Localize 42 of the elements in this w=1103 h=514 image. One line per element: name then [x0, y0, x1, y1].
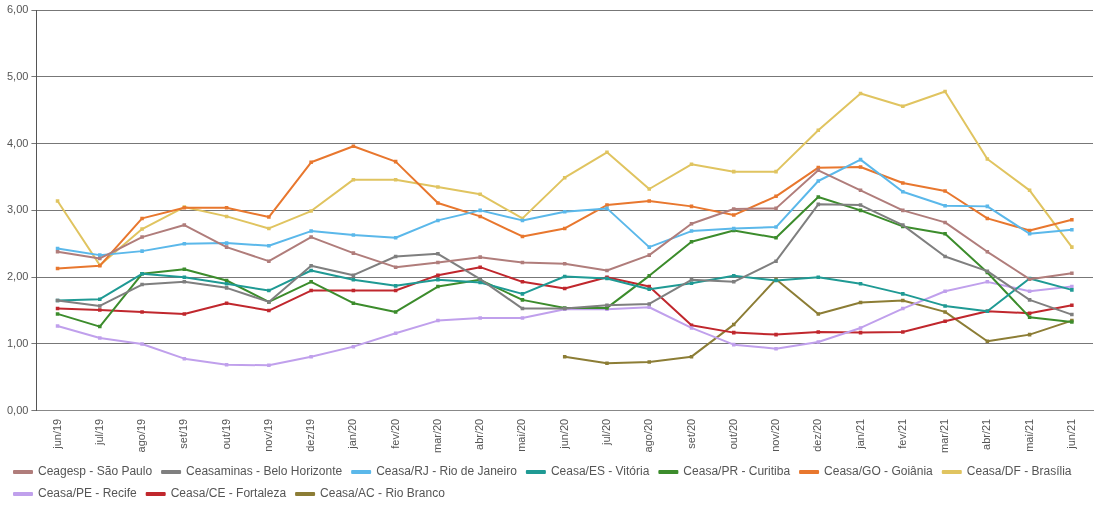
x-tick-label: ago/20 [642, 418, 655, 453]
x-tick-label: abr/21 [980, 418, 993, 450]
x-tick-label: jun/19 [50, 418, 63, 450]
y-tick-label: 0,00 [6, 403, 29, 416]
legend-label: Ceasa/PE - Recife [38, 486, 138, 501]
legend-label: Ceasa/ES - Vitória [550, 464, 650, 479]
x-tick-label: mar/20 [430, 418, 443, 454]
x-tick-label: jan/21 [853, 418, 866, 450]
x-tick-label: abr/20 [473, 418, 486, 450]
x-tick-label: mai/20 [515, 418, 528, 452]
x-tick-label: jul/20 [600, 418, 612, 447]
x-tick-label: fev/21 [895, 418, 908, 449]
y-tick-label: 3,00 [6, 203, 29, 216]
x-tick-label: jan/20 [346, 418, 359, 450]
x-tick-label: jun/21 [1064, 418, 1077, 450]
y-tick-label: 5,00 [6, 69, 29, 82]
x-tick-label: mai/21 [1022, 418, 1035, 452]
y-tick-label: 4,00 [6, 136, 29, 149]
x-tick-label: set/20 [684, 418, 697, 449]
x-tick-label: fev/20 [388, 418, 401, 449]
legend-label: Ceasaminas - Belo Horizonte [186, 464, 343, 479]
y-tick-label: 2,00 [6, 270, 29, 283]
x-tick-label: jun/20 [557, 418, 570, 450]
legend-label: Ceasa/AC - Rio Branco [320, 486, 446, 501]
x-tick-label: out/20 [726, 418, 739, 450]
legend-label: Ceasa/GO - Goiânia [824, 464, 934, 479]
x-tick-label: mar/21 [938, 418, 951, 454]
x-tick-label: dez/19 [304, 418, 317, 452]
legend-label: Ceasa/RJ - Rio de Janeiro [376, 464, 518, 479]
legend-label: Ceasa/DF - Brasília [966, 464, 1072, 479]
x-tick-label: out/19 [219, 418, 232, 450]
x-tick-label: nov/19 [261, 418, 274, 452]
x-tick-label: jul/19 [92, 418, 105, 447]
y-tick-label: 6,00 [6, 3, 29, 16]
x-tick-label: nov/20 [769, 418, 782, 452]
y-tick-label: 1,00 [6, 337, 29, 349]
legend-label: Ceasa/CE - Fortaleza [170, 486, 287, 501]
legend-label: Ceasa/PR - Curitiba [683, 464, 791, 479]
x-tick-label: dez/20 [811, 418, 824, 452]
x-tick-label: ago/19 [135, 418, 148, 453]
legend-label: Ceagesp - São Paulo [38, 464, 153, 479]
x-tick-label: set/19 [177, 418, 190, 449]
